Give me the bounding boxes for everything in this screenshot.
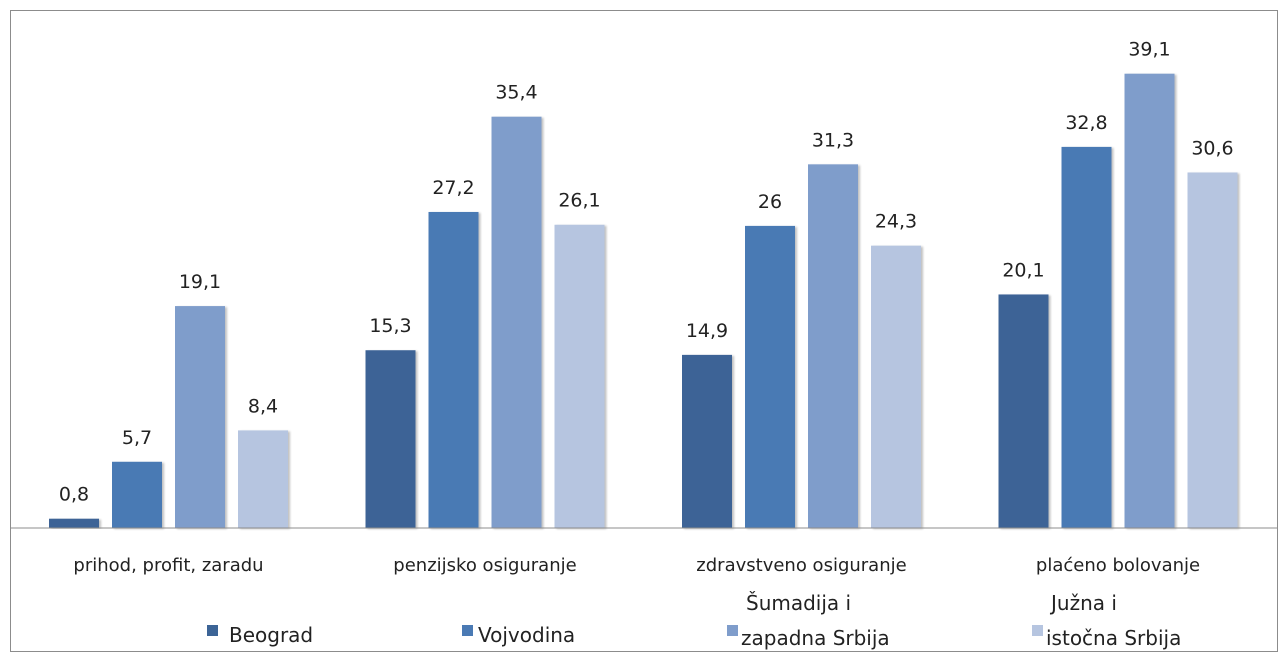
legend-label-juzna-i-istocna-srbija-line2: istočna Srbija (1046, 626, 1181, 650)
legend-label-beograd: Beograd (229, 623, 313, 647)
data-label-vojvodina-penzijsko-osiguranje: 27,2 (432, 177, 474, 199)
data-label-juzna-i-istocna-srbija-placeno-bolovanje: 30,6 (1191, 137, 1233, 159)
data-label-vojvodina-prihod-profit-zaradu: 5,7 (122, 427, 152, 449)
category-labels: prihod, profit, zaradu penzijsko osiguran… (73, 555, 1200, 576)
data-label-vojvodina-zdravstveno-osiguranje: 26 (758, 191, 782, 213)
bar-sumadija-i-zapadna-srbija-penzijsko-osiguranje (491, 116, 542, 528)
legend-label-vojvodina: Vojvodina (478, 623, 575, 647)
data-label-beograd-penzijsko-osiguranje: 15,3 (369, 315, 411, 337)
bar-vojvodina-prihod-profit-zaradu (112, 461, 162, 528)
data-label-beograd-placeno-bolovanje: 20,1 (1002, 259, 1044, 281)
bar-beograd-penzijsko-osiguranje (365, 350, 416, 528)
legend-marker-vojvodina (462, 625, 473, 636)
bar-juzna-i-istocna-srbija-prihod-profit-zaradu (238, 430, 288, 528)
category-label-zdravstveno-osiguranje: zdravstveno osiguranje (696, 555, 906, 576)
legend-marker-sumadija-i-zapadna-srbija (727, 625, 738, 636)
bar-sumadija-i-zapadna-srbija-placeno-bolovanje (1124, 73, 1175, 528)
legend-label-juzna-i-istocna-srbija-line1: Južna i (1049, 591, 1117, 615)
category-label-penzijsko-osiguranje: penzijsko osiguranje (393, 555, 576, 576)
bars-layer: 0,8 5,7 19,1 8,4 15,3 27,2 35,4 26,1 14,9 26 31,3 2… (49, 39, 1238, 529)
data-label-sumadija-i-zapadna-srbija-penzijsko-osiguranje: 35,4 (495, 82, 537, 104)
bar-juzna-i-istocna-srbija-placeno-bolovanje (1187, 172, 1238, 528)
data-label-sumadija-i-zapadna-srbija-placeno-bolovanje: 39,1 (1128, 39, 1170, 61)
data-label-sumadija-i-zapadna-srbija-zdravstveno-osiguranje: 31,3 (812, 129, 854, 151)
bar-beograd-placeno-bolovanje (998, 294, 1049, 528)
bar-sumadija-i-zapadna-srbija-prihod-profit-zaradu (175, 306, 225, 528)
bar-beograd-prihod-profit-zaradu (49, 518, 99, 528)
bar-juzna-i-istocna-srbija-penzijsko-osiguranje (554, 224, 605, 528)
category-label-prihod-profit-zaradu: prihod, profit, zaradu (73, 555, 263, 576)
data-label-juzna-i-istocna-srbija-penzijsko-osiguranje: 26,1 (558, 190, 600, 212)
legend-label-sumadija-i-zapadna-srbija-line1: Šumadija i (746, 591, 851, 615)
legend: Beograd Vojvodina Šumadija i zapadna Srbija… (207, 591, 1181, 650)
bar-sumadija-i-zapadna-srbija-zdravstveno-osiguranje (808, 164, 858, 529)
bar-beograd-zdravstveno-osiguranje (682, 354, 732, 528)
data-label-vojvodina-placeno-bolovanje: 32,8 (1065, 112, 1107, 134)
bar-vojvodina-zdravstveno-osiguranje (745, 225, 795, 528)
data-label-beograd-prihod-profit-zaradu: 0,8 (59, 484, 89, 506)
data-label-juzna-i-istocna-srbija-prihod-profit-zaradu: 8,4 (248, 395, 278, 417)
data-label-juzna-i-istocna-srbija-zdravstveno-osiguranje: 24,3 (875, 211, 917, 233)
data-label-beograd-zdravstveno-osiguranje: 14,9 (686, 320, 728, 342)
legend-label-sumadija-i-zapadna-srbija-line2: zapadna Srbija (741, 626, 890, 650)
bar-vojvodina-penzijsko-osiguranje (428, 211, 479, 528)
bar-vojvodina-placeno-bolovanje (1061, 146, 1112, 528)
legend-marker-beograd (207, 625, 218, 636)
category-label-placeno-bolovanje: plaćeno bolovanje (1036, 555, 1200, 576)
bar-juzna-i-istocna-srbija-zdravstveno-osiguranje (871, 245, 921, 528)
legend-marker-juzna-i-istocna-srbija (1032, 625, 1043, 636)
data-label-sumadija-i-zapadna-srbija-prihod-profit-zaradu: 19,1 (179, 271, 221, 293)
